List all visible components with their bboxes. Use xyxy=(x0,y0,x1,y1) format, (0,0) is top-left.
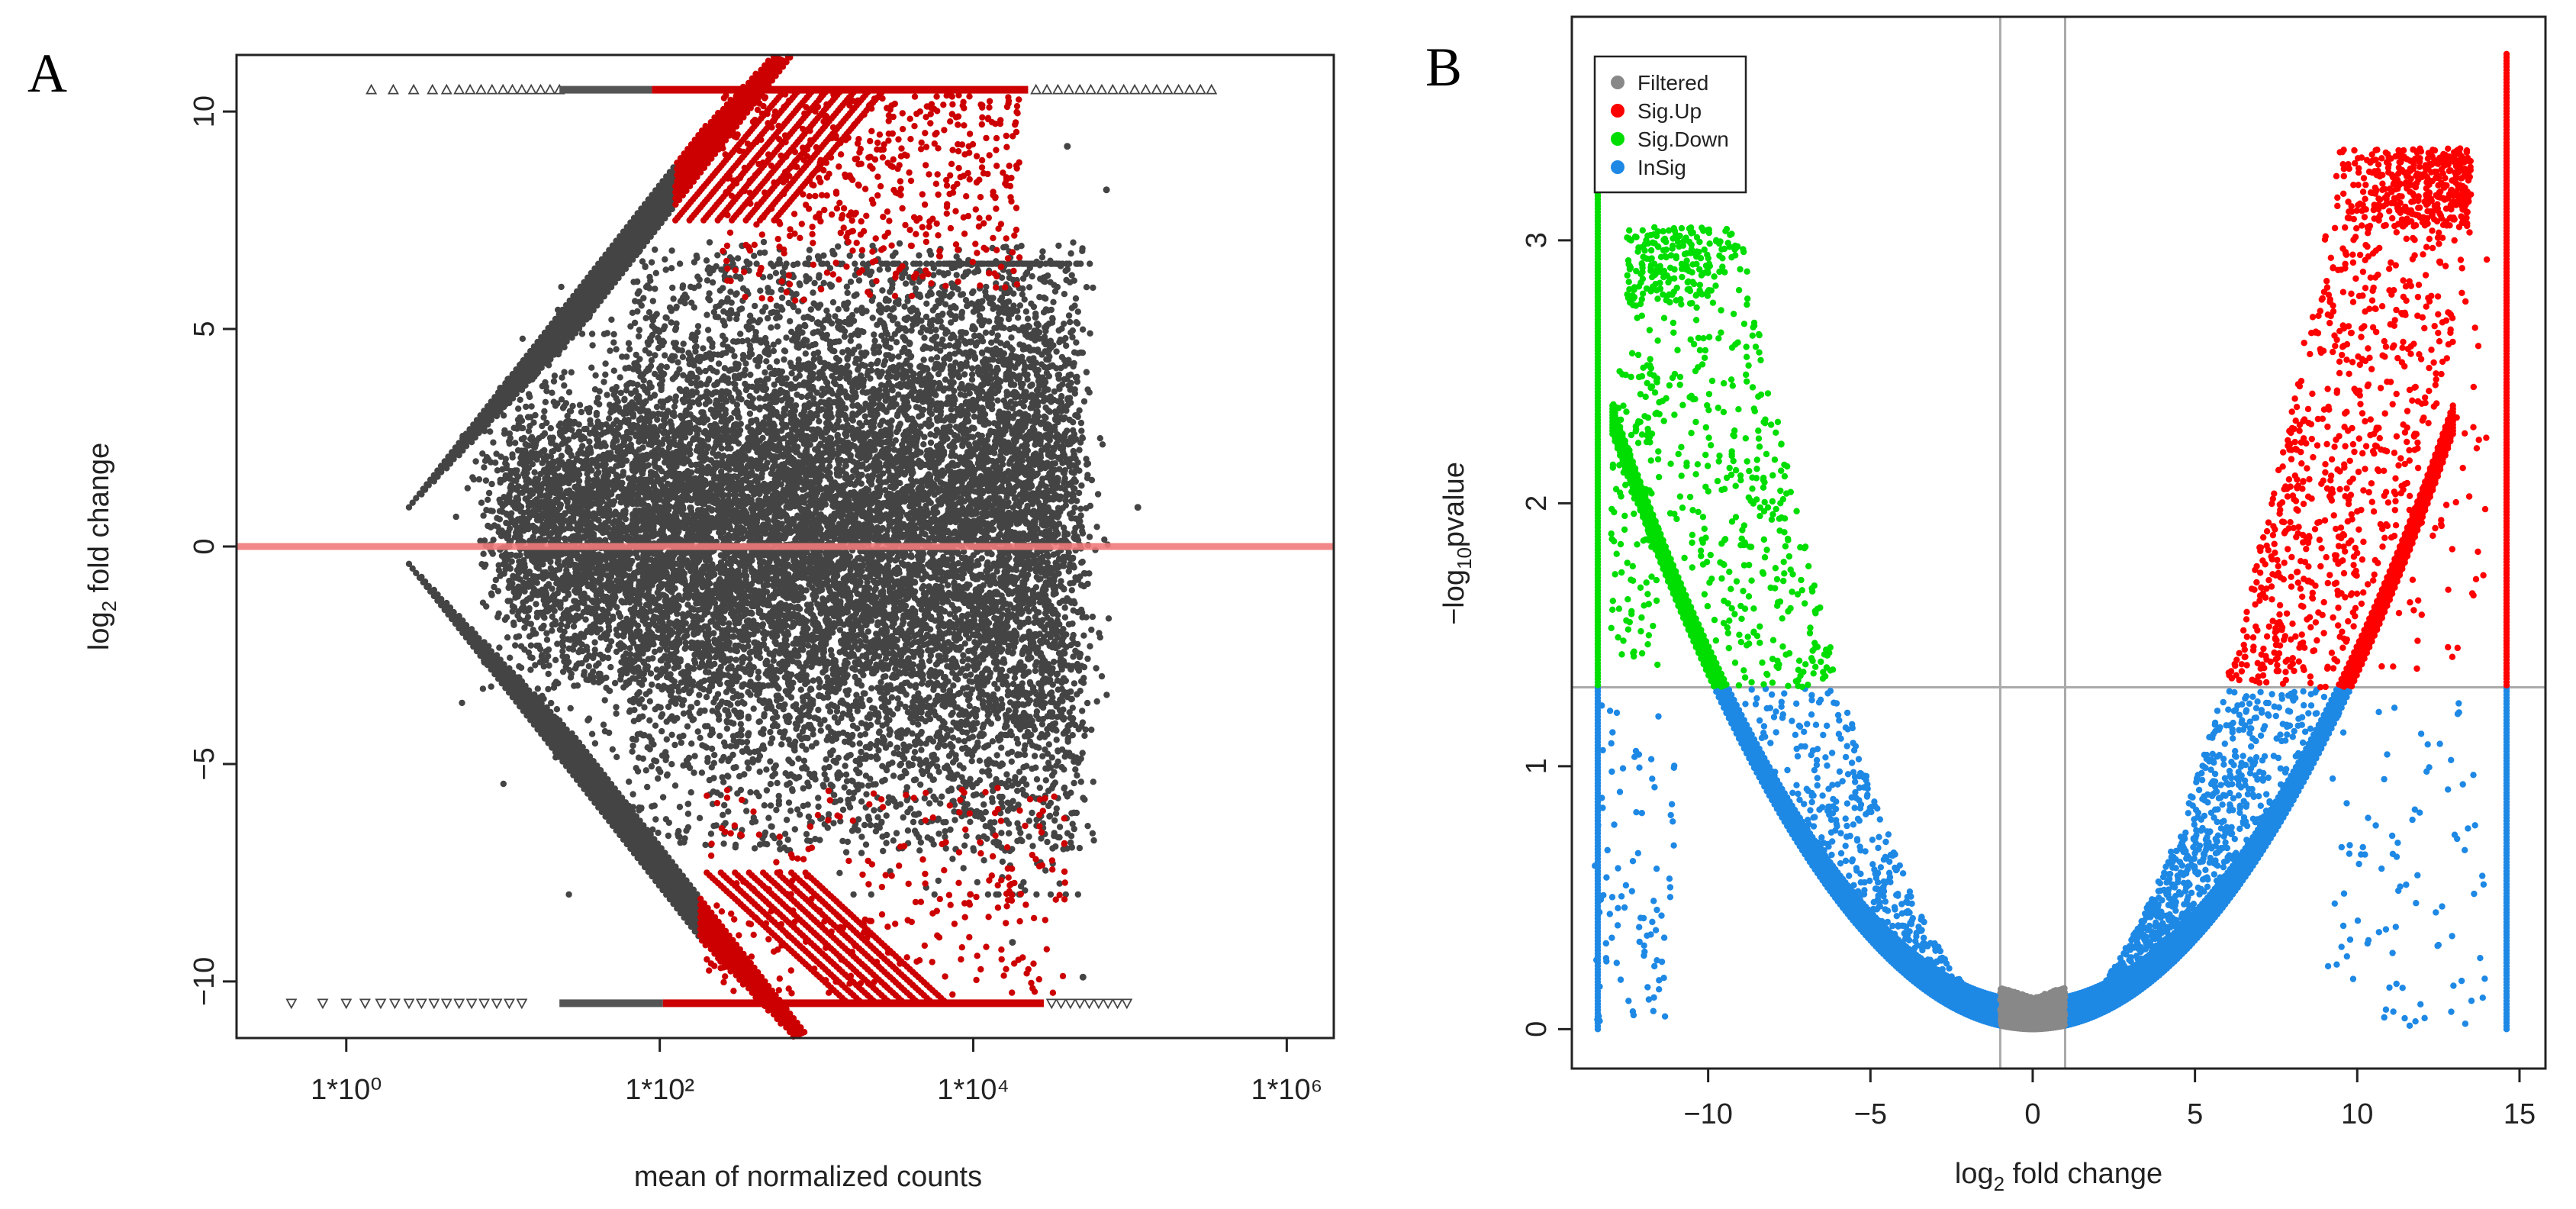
volcano-y-tick-label: 0 xyxy=(1521,1021,1553,1037)
ma-plot-y-axis: −10 −5 0 5 10 xyxy=(188,95,237,1006)
ma-x-tick-label: 1*10⁶ xyxy=(1251,1074,1322,1106)
legend-label: Filtered xyxy=(1637,71,1708,95)
panel-letter-b: B xyxy=(1425,37,1462,98)
volcano-x-tick-label: −5 xyxy=(1854,1098,1887,1130)
volcano-plot: −10 −5 0 5 10 15 0 1 2 3 log2 fold change −log10… xyxy=(1438,15,2547,1195)
volcano-y-tick-label: 1 xyxy=(1521,758,1553,774)
ma-plot: 1*10⁰ 1*10² 1*10⁴ 1*10⁶ −10 −5 0 5 10 mean of n… xyxy=(83,53,1335,1193)
volcano-x-tick-label: −10 xyxy=(1683,1098,1732,1130)
ma-plot-y-title: log2 fold change xyxy=(83,443,121,650)
capped-top-row xyxy=(365,83,1218,95)
volcano-plot-frame xyxy=(1570,15,2547,1070)
legend-swatch-sig-up xyxy=(1611,104,1624,118)
ma-x-tick-label: 1*10⁴ xyxy=(937,1074,1009,1106)
ma-y-tick-label: 10 xyxy=(188,95,221,127)
legend-label: Sig.Down xyxy=(1637,127,1729,151)
volcano-x-title: log2 fold change xyxy=(1955,1158,2162,1195)
volcano-x-axis: −10 −5 0 5 10 15 xyxy=(1683,1069,2536,1130)
volcano-threshold-lines xyxy=(1572,17,2545,1069)
volcano-y-axis: 0 1 2 3 xyxy=(1521,232,1572,1037)
legend-swatch-filtered xyxy=(1611,76,1624,89)
volcano-x-tick-label: 15 xyxy=(2504,1098,2536,1130)
volcano-legend: Filtered Sig.Up Sig.Down InSig xyxy=(1593,55,1747,194)
panel-letter-a: A xyxy=(27,43,67,104)
ma-plot-x-title: mean of normalized counts xyxy=(634,1161,982,1193)
ma-y-tick-label: 0 xyxy=(188,538,221,554)
legend-label: Sig.Up xyxy=(1637,99,1702,123)
volcano-y-tick-label: 3 xyxy=(1521,232,1553,248)
legend-swatch-insig xyxy=(1611,160,1624,174)
ma-plot-x-axis: 1*10⁰ 1*10² 1*10⁴ 1*10⁶ xyxy=(311,1038,1322,1106)
legend-swatch-sig-down xyxy=(1611,132,1624,146)
volcano-y-title: −log10pvalue xyxy=(1438,462,1476,625)
volcano-x-tick-label: 10 xyxy=(2341,1098,2373,1130)
ma-y-tick-label: −5 xyxy=(188,747,221,780)
ma-x-tick-label: 1*10² xyxy=(625,1074,694,1106)
ma-x-tick-label: 1*10⁰ xyxy=(311,1074,382,1106)
volcano-plot-points xyxy=(1592,50,2510,1033)
volcano-x-tick-label: 0 xyxy=(2024,1098,2040,1130)
ma-y-tick-label: −10 xyxy=(188,957,221,1006)
legend-label: InSig xyxy=(1637,156,1686,179)
volcano-y-tick-label: 2 xyxy=(1521,495,1553,511)
ma-y-tick-label: 5 xyxy=(188,321,221,337)
ma-plot-points xyxy=(285,53,1218,1040)
volcano-x-tick-label: 5 xyxy=(2187,1098,2203,1130)
capped-bottom-row xyxy=(285,998,1133,1010)
